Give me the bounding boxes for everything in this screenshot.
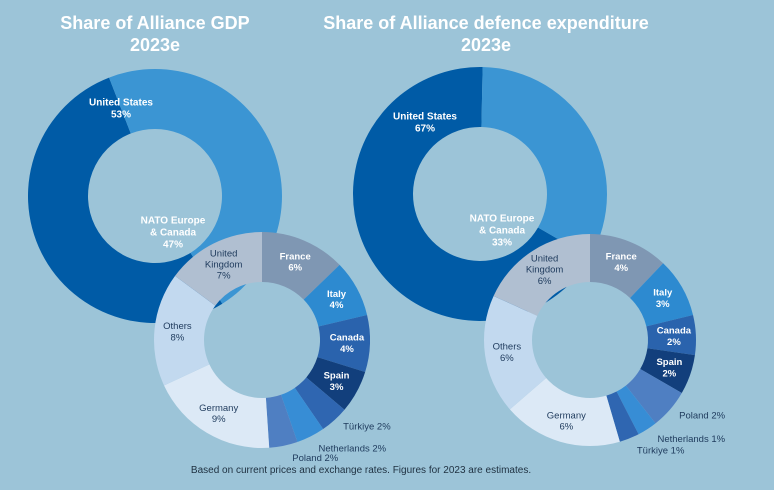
footnote: Based on current prices and exchange rat… [191,465,531,476]
chart-2-inner-slice-france [590,234,664,299]
chart-2-inner-slice-germany [509,377,620,446]
chart-2-label-united-kingdom: United Kingdom 6% [526,253,564,286]
chart-1-label-canada: Canada 4% [330,333,365,355]
chart-2-inner-slice-italy [630,263,694,327]
chart-2-label-canada: Canada 2% [657,326,692,348]
chart-1-outer-slice-united-states [28,77,223,323]
chart-1-label-italy: Italy 4% [327,289,347,311]
chart-2-inner-slice-netherlands [616,385,656,435]
chart-2-label-poland: Poland 2% [679,410,726,421]
chart-1-inner-slice-united-kingdom [175,232,262,306]
chart-1-inner-slice-turkiye [294,377,345,430]
chart-2-inner-slice-others [484,295,547,410]
donut-chart-2: United States 67% NATO Europe & Canada 33% Fr… [353,67,726,456]
chart-1-title: Share of Alliance GDP [60,13,249,33]
chart-2-label-france: France 4% [606,252,637,274]
chart-1-label-france: France 6% [280,251,311,273]
chart-1-inner-slice-italy [303,264,368,327]
chart-layer: United States 53% NATO Europe & Canada 47% Fr… [28,67,726,464]
chart-2-label-spain: Spain 2% [656,357,682,379]
chart-1-label-outer-nato-europe-canada: NATO Europe & Canada 47% [141,216,206,251]
chart-2-label-outer-nato-europe-canada: NATO Europe & Canada 33% [470,214,535,249]
chart-1-label-others: Others 8% [163,321,192,343]
chart-1-inner-slice-france [262,232,340,300]
chart-1-label-poland: Poland 2% [292,453,339,464]
chart-2-inner-slice-turkiye [606,391,639,442]
chart-2-label-others: Others 6% [493,342,522,364]
chart-1-inner-slice-poland [265,394,298,448]
chart-1-subtitle: 2023e [130,35,180,55]
chart-2-subtitle: 2023e [461,35,511,55]
chart-1-inner-slice-others [154,275,216,386]
chart-2-inner-slice-spain [640,348,695,393]
donut-chart-1: United States 53% NATO Europe & Canada 47% Fr… [28,68,391,464]
chart-2-inner-slice-poland [625,369,682,424]
chart-1-label-turkiye: Türkiye 2% [343,421,391,432]
chart-2-title: Share of Alliance defence expenditure [323,13,648,33]
chart-2-label-netherlands: Netherlands 1% [657,434,725,445]
chart-2-label-germany: Germany 6% [547,410,586,432]
chart-1-label-germany: Germany 9% [199,403,238,425]
chart-2-label-italy: Italy 3% [653,288,673,310]
chart-1-inner-slice-spain [306,357,366,410]
chart-1-label-outer-united-states: United States 53% [89,98,153,121]
chart-1-label-spain: Spain 3% [324,371,350,393]
chart-2-inner-slice-united-kingdom [493,234,590,316]
chart-1-inner-slice-germany [164,364,270,448]
chart-2-label-turkiye: Türkiye 1% [637,445,685,456]
chart-1-inner-slice-canada [317,314,370,372]
chart-2-outer-slice-nato-europe-canada [481,67,607,258]
chart-1-label-netherlands: Netherlands 2% [319,443,387,454]
chart-1-label-united-kingdom: United Kingdom 7% [205,248,243,281]
chart-1-inner-slice-netherlands [281,387,324,443]
chart-2-label-outer-united-states: United States 67% [393,112,457,135]
chart-2-inner-slice-canada [646,315,697,356]
